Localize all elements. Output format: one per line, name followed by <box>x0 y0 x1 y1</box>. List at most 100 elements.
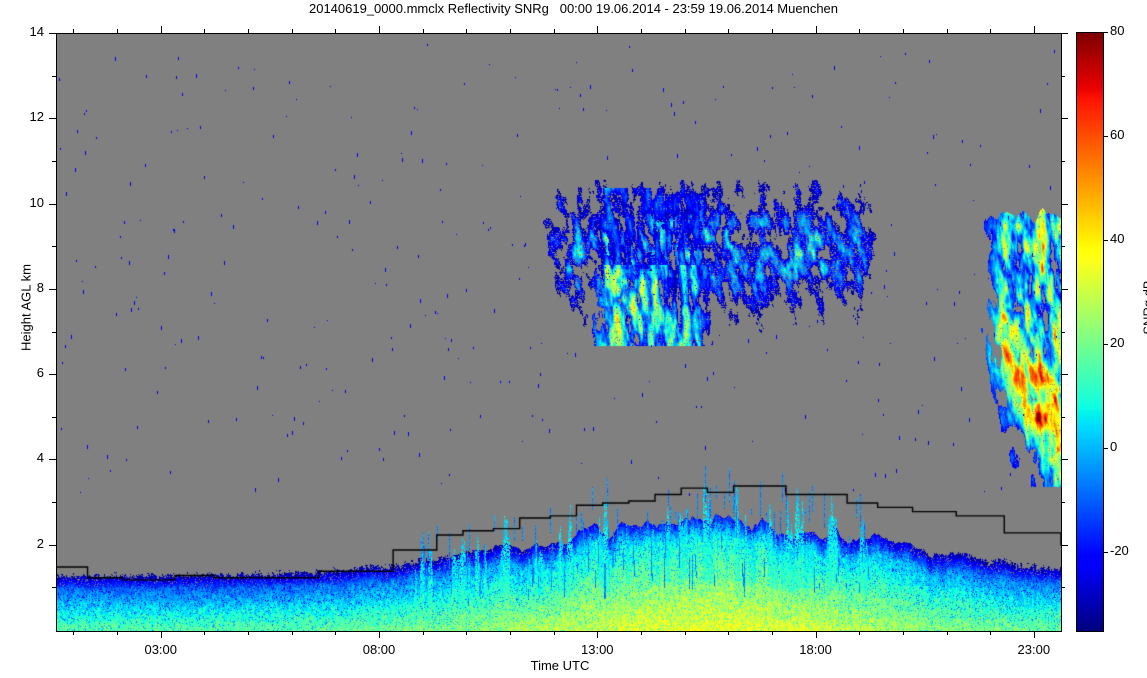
x-tick <box>946 631 948 635</box>
y-tick-minor <box>52 331 56 333</box>
y-tick-minor-right <box>1061 75 1065 77</box>
x-tick-top <box>509 29 511 33</box>
x-tick <box>509 631 511 635</box>
y-tick-minor-right <box>1061 416 1065 418</box>
figure-title: 20140619_0000.mmclx Reflectivity SNRg 00… <box>308 1 839 16</box>
x-tick <box>902 631 904 635</box>
x-tick <box>990 631 992 635</box>
x-axis-label: Time UTC <box>530 658 590 673</box>
x-tick <box>335 631 337 635</box>
x-tick <box>73 631 75 635</box>
y-tick-minor <box>52 160 56 162</box>
colorbar-tick--20 <box>1103 552 1108 553</box>
y-tick-major-right <box>1061 203 1068 205</box>
x-tick-label-3: 03:00 <box>144 642 178 657</box>
x-tick <box>771 631 773 635</box>
y-tick-major-right <box>1061 374 1068 376</box>
x-tick-top <box>902 29 904 33</box>
y-tick-minor <box>52 587 56 589</box>
y-tick-minor-right <box>1061 587 1065 589</box>
x-tick-top <box>684 29 686 33</box>
x-tick <box>248 631 250 635</box>
x-tick-top <box>640 29 642 33</box>
x-tick-label-18: 18:00 <box>799 642 832 657</box>
x-tick-label-23: 23:00 <box>1017 642 1051 657</box>
x-tick-top <box>771 29 773 33</box>
x-tick <box>291 631 293 635</box>
y-tick-minor <box>52 75 56 77</box>
y-tick-major <box>49 288 56 290</box>
y-tick-minor <box>52 502 56 504</box>
colorbar-tick-label-0: 0 <box>1110 439 1118 454</box>
y-axis-label: Height AGL km <box>18 264 34 351</box>
x-tick <box>553 631 555 635</box>
y-tick-minor-right <box>1061 502 1065 504</box>
x-tick-top <box>204 29 206 33</box>
colorbar-tick-label-20: 20 <box>1110 335 1125 350</box>
y-tick-major <box>49 544 56 546</box>
y-tick-minor <box>52 246 56 248</box>
y-tick-minor-right <box>1061 331 1065 333</box>
x-tick-top <box>815 26 817 33</box>
colorbar <box>1076 32 1104 632</box>
x-tick-top <box>379 26 381 33</box>
y-tick-label-14: 14 <box>29 24 44 39</box>
colorbar-tick-label-40: 40 <box>1110 231 1125 246</box>
x-tick-top <box>422 29 424 33</box>
x-tick <box>466 631 468 635</box>
x-tick <box>640 631 642 635</box>
y-tick-label-4: 4 <box>36 450 44 466</box>
x-tick-top <box>553 29 555 33</box>
y-tick-major-right <box>1061 118 1068 120</box>
y-tick-major <box>49 118 56 120</box>
y-tick-minor-right <box>1061 246 1065 248</box>
x-tick-top <box>859 29 861 33</box>
y-tick-label-2: 2 <box>36 535 44 551</box>
y-tick-minor-right <box>1061 160 1065 162</box>
x-tick-top <box>248 29 250 33</box>
colorbar-gradient <box>1077 33 1103 631</box>
x-tick-label-8: 08:00 <box>362 642 396 657</box>
x-tick-top <box>597 26 599 33</box>
colorbar-label: SNRg dB <box>1140 280 1147 335</box>
y-tick-major-right <box>1061 459 1068 461</box>
x-tick <box>859 631 861 635</box>
y-tick-label-12: 12 <box>29 109 44 125</box>
x-tick <box>117 631 119 635</box>
x-tick <box>597 631 599 638</box>
x-tick <box>684 631 686 635</box>
x-tick-top <box>946 29 948 33</box>
x-tick <box>379 631 381 638</box>
x-tick-top <box>466 29 468 33</box>
x-tick <box>815 631 817 638</box>
x-tick <box>728 631 730 635</box>
plot-area <box>56 33 1062 632</box>
x-tick-top <box>1033 26 1035 33</box>
colorbar-tick-60 <box>1103 136 1108 137</box>
y-tick-label-8: 8 <box>36 279 44 295</box>
y-tick-minor <box>52 416 56 418</box>
x-tick <box>204 631 206 635</box>
y-tick-major <box>49 33 56 34</box>
x-tick-top <box>990 29 992 33</box>
x-tick-top <box>73 29 75 33</box>
y-tick-major-right <box>1061 544 1068 546</box>
colorbar-tick-80 <box>1103 32 1108 33</box>
y-tick-major <box>49 459 56 461</box>
x-tick-label-13: 13:00 <box>581 642 614 657</box>
y-tick-major <box>49 374 56 376</box>
x-tick-top <box>117 29 119 33</box>
x-tick-top <box>335 29 337 33</box>
y-tick-label-10: 10 <box>29 194 44 210</box>
colorbar-tick-20 <box>1103 344 1108 345</box>
colorbar-tick-0 <box>1103 448 1108 449</box>
boundary-layer-height-line <box>57 34 1061 631</box>
colorbar-tick-label-80: 80 <box>1110 23 1125 38</box>
x-tick <box>160 631 162 638</box>
y-tick-major-right <box>1061 33 1068 34</box>
x-tick-top <box>160 26 162 33</box>
colorbar-tick-label-60: 60 <box>1110 127 1125 142</box>
x-tick-top <box>291 29 293 33</box>
x-tick <box>1033 631 1035 638</box>
